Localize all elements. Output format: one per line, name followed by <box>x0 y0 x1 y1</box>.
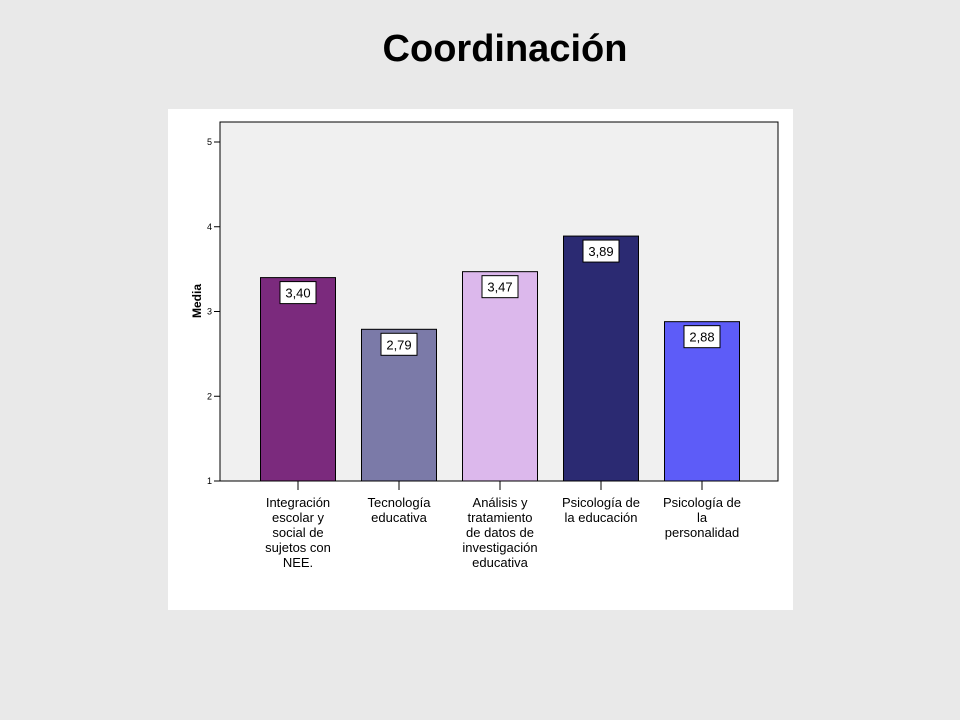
x-tick-label: la educación <box>565 510 638 525</box>
x-tick-label: personalidad <box>665 525 739 540</box>
x-tick-label: Análisis y <box>473 495 528 510</box>
x-tick-label: educativa <box>472 555 528 570</box>
x-tick-label: Tecnología <box>368 495 432 510</box>
bar <box>260 277 336 482</box>
bar-series: 3,40 2,79 3,47 3,89 2,88 <box>260 235 740 482</box>
data-label: 3,47 <box>487 280 512 295</box>
x-tick-label: Integración <box>266 495 330 510</box>
data-label: 2,88 <box>689 330 714 345</box>
bar <box>563 235 639 482</box>
x-tick-label: Psicología de <box>663 495 741 510</box>
data-label-box <box>683 325 721 349</box>
y-tick-label: 2 <box>207 391 212 401</box>
y-axis-title: Media <box>190 284 204 318</box>
data-label: 3,89 <box>588 244 613 259</box>
x-tick-label: investigación <box>462 540 537 555</box>
x-tick-label: escolar y <box>272 510 325 525</box>
x-tick-label: tratamiento <box>467 510 532 525</box>
x-tick-label: social de <box>272 525 323 540</box>
y-tick-label: 4 <box>207 222 212 232</box>
y-axis: 1 2 3 4 5 <box>207 137 220 486</box>
x-tick-label: NEE. <box>283 555 313 570</box>
data-label-box <box>380 332 418 356</box>
data-label-box <box>279 281 317 305</box>
x-tick-label: sujetos con <box>265 540 331 555</box>
x-tick-label: Psicología de <box>562 495 640 510</box>
chart-panel: Media 1 2 3 4 5 Integración escolar y social d… <box>168 109 793 610</box>
bar <box>462 271 538 482</box>
y-tick-label: 1 <box>207 476 212 486</box>
x-tick-label: la <box>697 510 708 525</box>
data-label-box <box>481 275 519 299</box>
data-label-box <box>582 239 620 263</box>
data-label: 3,40 <box>285 286 310 301</box>
x-tick-label: educativa <box>371 510 427 525</box>
x-tick-label: de datos de <box>466 525 534 540</box>
y-tick-label: 3 <box>207 307 212 317</box>
bar <box>664 321 740 482</box>
y-tick-label: 5 <box>207 137 212 147</box>
data-label: 2,79 <box>386 337 411 352</box>
slide-title: Coordinación <box>382 28 628 70</box>
